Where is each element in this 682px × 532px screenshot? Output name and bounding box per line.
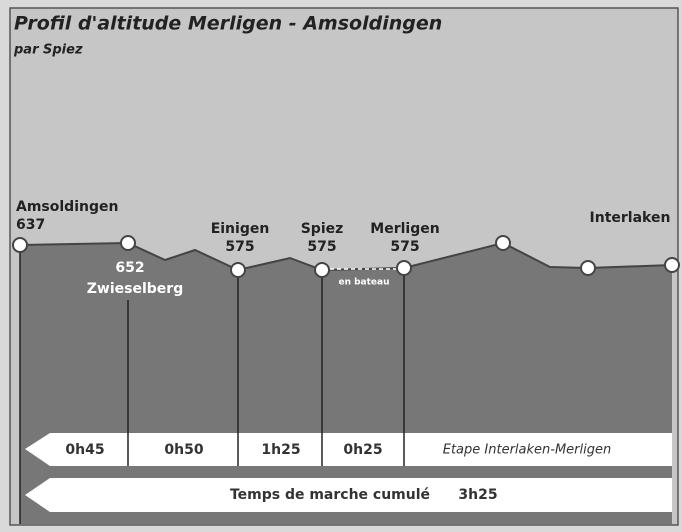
duration: 0h25 xyxy=(343,442,382,458)
place-altitude: 575 xyxy=(390,239,419,255)
place-altitude: 637 xyxy=(16,217,45,233)
total-bar xyxy=(25,478,672,512)
duration-dividers xyxy=(127,433,405,466)
duration-bar xyxy=(25,433,672,466)
place-name: Merligen xyxy=(370,221,439,237)
title: Profil d'altitude Merligen - Amsoldingen xyxy=(14,13,442,35)
place-name: Interlaken xyxy=(590,210,671,226)
place-name: Amsoldingen xyxy=(16,199,118,215)
duration: Etape Interlaken-Merligen xyxy=(443,443,611,458)
place-name: Spiez xyxy=(301,221,344,237)
waypoints xyxy=(12,235,680,278)
profile-line xyxy=(19,241,673,272)
duration: 0h45 xyxy=(65,442,104,458)
place-altitude: 652 xyxy=(115,260,144,276)
duration: 1h25 xyxy=(261,442,300,458)
duration: 0h50 xyxy=(164,442,203,458)
total-value: 3h25 xyxy=(458,487,497,503)
place-name: Einigen xyxy=(211,221,270,237)
place-name: Zwieselberg xyxy=(87,281,183,297)
subtitle: par Spiez xyxy=(13,43,83,58)
boat-label: en bateau xyxy=(338,278,389,288)
place-altitude: 575 xyxy=(307,239,336,255)
total-label: Temps de marche cumulé xyxy=(230,487,430,503)
place-altitude: 575 xyxy=(225,239,254,255)
